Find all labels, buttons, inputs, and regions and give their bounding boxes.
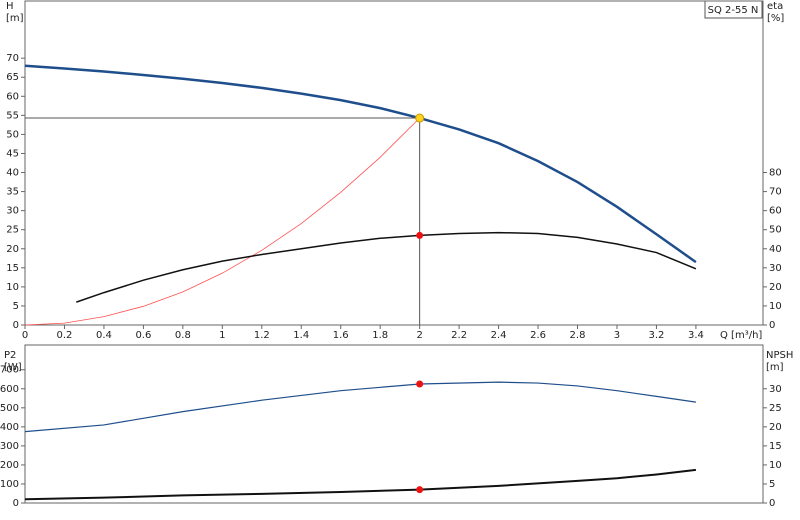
y2-unit: [m]: [766, 362, 784, 373]
x-tick-label: 0.6: [135, 330, 151, 341]
y2-tick-label: 10: [769, 460, 782, 471]
x-tick-label: 0: [22, 330, 28, 341]
y-tick-label: 55: [6, 110, 19, 121]
series-line: [24, 381, 696, 433]
plot-frame: [24, 344, 764, 504]
series-line: [24, 468, 697, 501]
y-tick-label: 5: [13, 301, 19, 312]
operating-point: [415, 113, 425, 123]
y-tick-label: 500: [0, 403, 19, 414]
y2-tick-label: 10: [769, 301, 782, 312]
y-tick-label: 0: [13, 320, 19, 331]
operating-point: [416, 380, 424, 388]
x-label: Q [m³/h]: [720, 330, 762, 341]
y-tick-label: 35: [6, 187, 19, 198]
y-tick-label: 20: [6, 244, 19, 255]
x-tick-label: 1.8: [372, 330, 388, 341]
x-tick-label: 0.2: [57, 330, 73, 341]
y-tick-label: 25: [6, 225, 19, 236]
x-tick-label: 3.2: [648, 330, 664, 341]
chart-title: SQ 2-55 N: [708, 5, 759, 16]
y2-tick-label: 25: [769, 403, 782, 414]
y2-unit: [%]: [767, 13, 784, 24]
x-tick-label: 2.4: [491, 330, 507, 341]
y2-tick-label: 20: [769, 282, 782, 293]
y-unit: [m]: [6, 13, 24, 24]
y2-tick-label: 50: [769, 225, 782, 236]
y-tick-label: 100: [0, 479, 19, 490]
y-label: H: [6, 1, 14, 12]
plot-frame: [24, 0, 764, 326]
y-tick-label: 600: [0, 384, 19, 395]
y-tick-label: 65: [6, 72, 19, 83]
y-tick-label: 15: [6, 263, 19, 274]
y-tick-label: 400: [0, 422, 19, 433]
y-label: P2: [4, 350, 16, 361]
y-tick-label: 30: [6, 206, 19, 217]
series-line: [76, 231, 697, 303]
y2-label: eta: [767, 1, 783, 12]
x-tick-label: 1.4: [293, 330, 309, 341]
y-unit: [W]: [4, 362, 22, 373]
y2-tick-label: 15: [769, 441, 782, 452]
y2-tick-label: 30: [769, 384, 782, 395]
x-tick-label: 1.2: [254, 330, 270, 341]
y-tick-label: 0: [13, 498, 19, 509]
series-line: [24, 64, 697, 264]
y-tick-label: 60: [6, 91, 19, 102]
y-tick-label: 300: [0, 441, 19, 452]
series-line: [24, 117, 420, 326]
x-tick-label: 2.8: [570, 330, 586, 341]
x-tick-label: 2: [416, 330, 422, 341]
y2-tick-label: 0: [769, 498, 775, 509]
y-tick-label: 40: [6, 168, 19, 179]
y2-tick-label: 5: [769, 479, 775, 490]
y2-tick-label: 40: [769, 244, 782, 255]
y-tick-label: 50: [6, 129, 19, 140]
y2-tick-label: 60: [769, 206, 782, 217]
x-tick-label: 2.6: [530, 330, 546, 341]
operating-point: [416, 486, 424, 494]
y-tick-label: 700: [0, 365, 19, 376]
y2-tick-label: 0: [769, 320, 775, 331]
x-tick-label: 0.4: [96, 330, 112, 341]
y-tick-label: 70: [6, 53, 19, 64]
x-tick-label: 1.6: [333, 330, 349, 341]
y-tick-label: 45: [6, 148, 19, 159]
y2-tick-label: 80: [769, 168, 782, 179]
y-tick-label: 200: [0, 460, 19, 471]
x-tick-label: 0.8: [175, 330, 191, 341]
operating-point: [416, 231, 424, 239]
y2-tick-label: 70: [769, 187, 782, 198]
x-tick-label: 3: [614, 330, 620, 341]
x-tick-label: 3.4: [688, 330, 704, 341]
y2-label: NPSH: [766, 350, 793, 361]
y-tick-label: 10: [6, 282, 19, 293]
x-tick-label: 1: [219, 330, 225, 341]
y2-tick-label: 20: [769, 422, 782, 433]
y2-tick-label: 30: [769, 263, 782, 274]
x-tick-label: 2.2: [451, 330, 467, 341]
